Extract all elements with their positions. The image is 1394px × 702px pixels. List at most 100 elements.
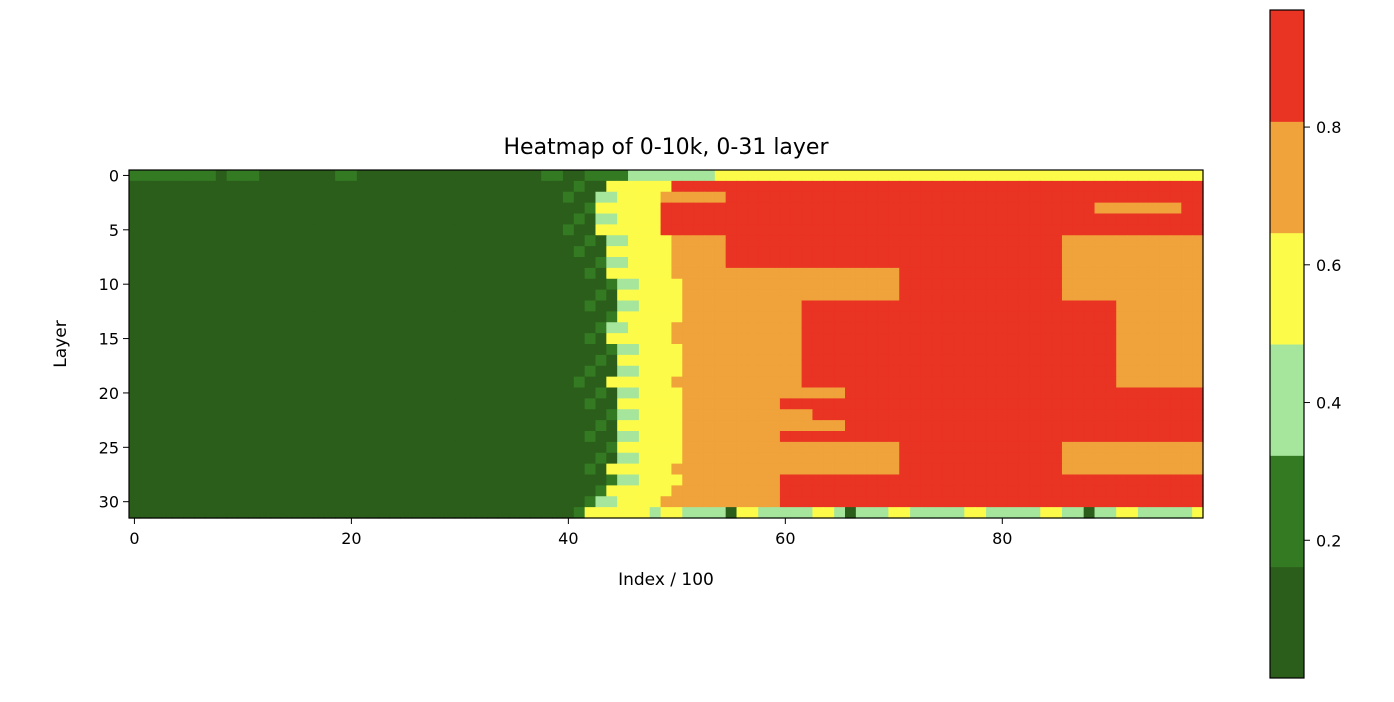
heatmap-cell — [1105, 180, 1117, 193]
heatmap-cell — [530, 191, 542, 204]
heatmap-cell — [1137, 376, 1150, 389]
heatmap-cell — [888, 191, 900, 204]
heatmap-cell — [1061, 278, 1074, 291]
heatmap-cell — [432, 300, 445, 312]
heatmap-cell — [996, 376, 1009, 389]
heatmap-cell — [801, 224, 814, 236]
heatmap-cell — [508, 289, 521, 302]
heatmap-cell — [595, 344, 607, 356]
heatmap-cell — [986, 224, 998, 236]
heatmap-cell — [758, 191, 770, 204]
heatmap-cell — [758, 311, 770, 323]
heatmap-cell — [432, 409, 445, 421]
heatmap-cell — [508, 485, 521, 497]
heatmap-cell — [682, 278, 694, 291]
heatmap-cell — [1127, 474, 1139, 486]
heatmap-cell — [172, 213, 184, 225]
heatmap-cell — [573, 452, 586, 465]
heatmap-cell — [812, 496, 824, 508]
heatmap-cell — [931, 267, 944, 280]
heatmap-cell — [920, 289, 933, 302]
heatmap-cell — [1137, 409, 1150, 421]
heatmap-cell — [280, 496, 293, 508]
heatmap-cell — [421, 180, 434, 193]
heatmap-cell — [270, 180, 282, 193]
heatmap-cell — [910, 278, 922, 291]
heatmap-cell — [693, 170, 705, 182]
heatmap-cell — [552, 376, 564, 389]
heatmap-cell — [1072, 278, 1085, 291]
heatmap-cell — [1116, 278, 1128, 291]
heatmap-cell — [1148, 507, 1161, 519]
heatmap-cell — [1018, 267, 1031, 280]
heatmap-cell — [671, 431, 683, 443]
heatmap-cell — [595, 224, 607, 236]
heatmap-cell — [129, 322, 141, 334]
heatmap-cell — [411, 376, 423, 389]
heatmap-cell — [1072, 387, 1085, 399]
heatmap-cell — [226, 452, 239, 465]
heatmap-cell — [845, 322, 857, 334]
heatmap-cell — [161, 420, 173, 432]
heatmap-cell — [942, 365, 955, 378]
heatmap-cell — [1094, 365, 1106, 378]
heatmap-cell — [790, 300, 803, 312]
heatmap-cell — [421, 311, 434, 323]
heatmap-cell — [1051, 507, 1063, 519]
heatmap-cell — [421, 485, 434, 497]
heatmap-cell — [779, 344, 792, 356]
heatmap-cell — [747, 278, 759, 291]
heatmap-cell — [1094, 213, 1106, 225]
heatmap-cell — [617, 398, 629, 410]
heatmap-cell — [541, 235, 553, 247]
heatmap-cell — [834, 180, 846, 193]
heatmap-cell — [226, 202, 239, 215]
heatmap-cell — [1192, 224, 1204, 236]
heatmap-cell — [1061, 376, 1074, 389]
heatmap-cell — [541, 170, 553, 182]
heatmap-cell — [1181, 170, 1193, 182]
heatmap-cell — [888, 376, 900, 389]
heatmap-cell — [866, 485, 879, 497]
heatmap-cell — [779, 420, 792, 432]
heatmap-cell — [671, 289, 683, 302]
heatmap-cell — [834, 474, 846, 486]
heatmap-cell — [1018, 463, 1031, 476]
heatmap-cell — [411, 344, 423, 356]
heatmap-cell — [1007, 387, 1020, 399]
heatmap-cell — [172, 311, 184, 323]
heatmap-cell — [888, 333, 900, 345]
heatmap-cell — [703, 257, 716, 269]
heatmap-cell — [899, 387, 911, 399]
heatmap-cell — [530, 267, 542, 280]
heatmap-cell — [888, 409, 900, 421]
heatmap-cell — [996, 202, 1009, 215]
heatmap-cell — [769, 344, 781, 356]
heatmap-cell — [1116, 170, 1128, 182]
heatmap-cell — [270, 224, 282, 236]
heatmap-cell — [302, 322, 315, 334]
heatmap-cell — [487, 170, 499, 182]
heatmap-cell — [606, 278, 618, 291]
heatmap-cell — [682, 441, 694, 454]
heatmap-cell — [248, 344, 260, 356]
heatmap-cell — [194, 409, 206, 421]
heatmap-cell — [866, 354, 879, 367]
heatmap-cell — [237, 170, 249, 182]
heatmap-cell — [291, 213, 304, 225]
heatmap-cell — [1018, 474, 1031, 486]
heatmap-cell — [1181, 278, 1193, 291]
heatmap-cell — [465, 344, 477, 356]
heatmap-cell — [129, 289, 141, 302]
heatmap-cell — [1116, 344, 1128, 356]
heatmap-cell — [1018, 420, 1031, 432]
heatmap-cell — [769, 300, 781, 312]
heatmap-cell — [1105, 257, 1117, 269]
heatmap-cell — [237, 485, 249, 497]
heatmap-cell — [552, 496, 564, 508]
heatmap-cell — [845, 485, 857, 497]
heatmap-cell — [226, 441, 239, 454]
heatmap-cell — [845, 420, 857, 432]
heatmap-cell — [454, 246, 466, 258]
heatmap-cell — [324, 180, 336, 193]
